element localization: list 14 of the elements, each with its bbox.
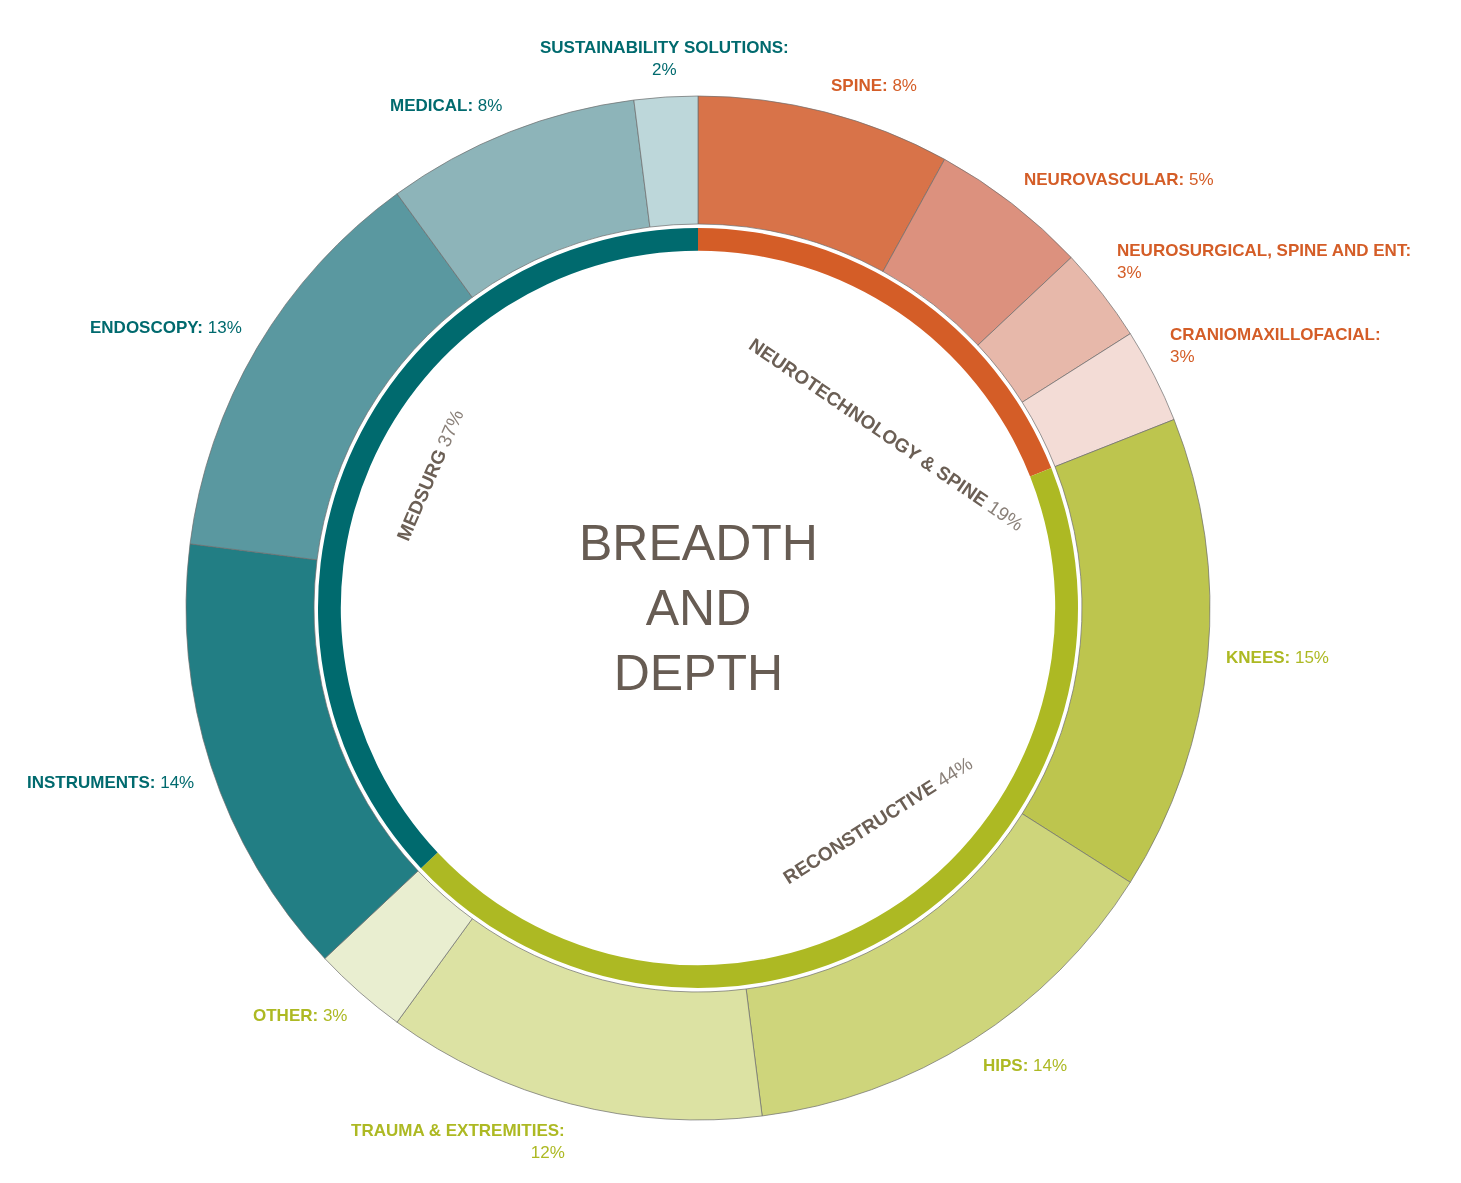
text: BREADTH AND DEPTH: [579, 515, 818, 701]
slice-label: CRANIOMAXILLOFACIAL: 3%: [1170, 325, 1381, 367]
slice-label: TRAUMA & EXTREMITIES: 12%: [351, 1121, 565, 1163]
slice-label: SPINE: 8%: [831, 76, 917, 95]
slice-label: ENDOSCOPY: 13%: [90, 318, 242, 337]
slice-label: KNEES: 15%: [1226, 648, 1329, 667]
slice-label: OTHER: 3%: [253, 1006, 348, 1025]
slice-label: MEDICAL: 8%: [390, 96, 503, 115]
slice-label: SUSTAINABILITY SOLUTIONS: 2%: [540, 38, 789, 80]
slice-label: HIPS: 14%: [983, 1056, 1068, 1075]
slice-label: NEUROSURGICAL, SPINE AND ENT: 3%: [1117, 241, 1412, 283]
data-label: 37%: [433, 406, 468, 450]
slice-label: INSTRUMENTS: 14%: [27, 773, 195, 792]
slice-label: NEUROVASCULAR: 5%: [1024, 170, 1214, 189]
